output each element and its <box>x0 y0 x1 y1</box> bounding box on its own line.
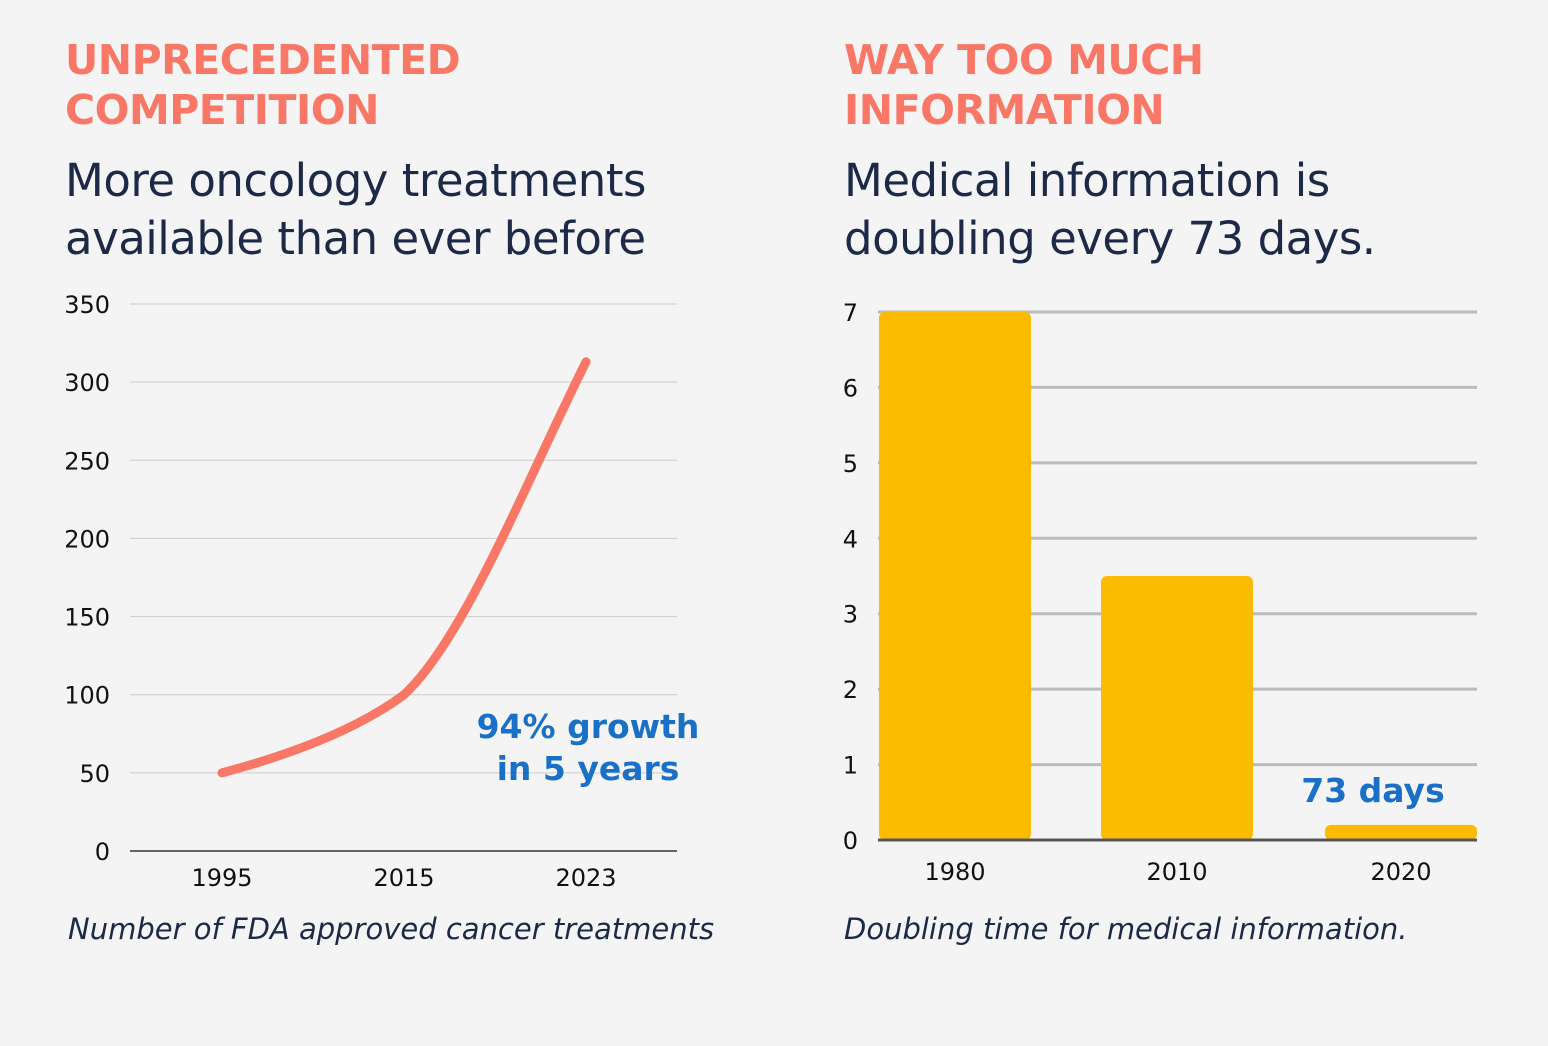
bar-chart: 0 1 2 3 4 5 6 7 1980 2010 2020 73 days <box>843 299 1477 886</box>
left-kicker: UNPRECEDENTED COMPETITION <box>65 35 461 135</box>
x-tick-label: 1980 <box>924 858 985 886</box>
left-headline-line-2: available than ever before <box>65 212 646 265</box>
right-kicker: WAY TOO MUCH INFORMATION <box>844 35 1204 135</box>
bar <box>1325 824 1477 840</box>
bar <box>1101 576 1253 840</box>
y-tick-label: 200 <box>64 525 110 553</box>
growth-annotation-line-1: 94% growth <box>477 707 700 746</box>
series-line <box>217 357 591 778</box>
left-caption: Number of FDA approved cancer treatments <box>68 912 715 946</box>
y-tick-label: 150 <box>64 604 110 632</box>
left-headline-line-1: More oncology treatments <box>65 154 646 207</box>
x-tick-label: 2010 <box>1146 858 1207 886</box>
left-panel: UNPRECEDENTED COMPETITION More oncology … <box>64 35 715 946</box>
left-kicker-line-2: COMPETITION <box>65 86 379 134</box>
y-tick-label: 4 <box>843 525 858 553</box>
y-tick-label: 350 <box>64 291 110 319</box>
x-tick-label: 2023 <box>555 864 616 892</box>
x-tick-label: 2020 <box>1370 858 1431 886</box>
y-tick-label: 0 <box>843 827 858 855</box>
y-tick-label: 1 <box>843 752 858 780</box>
y-tick-label: 250 <box>64 447 110 475</box>
right-panel: WAY TOO MUCH INFORMATION Medical informa… <box>774 0 1548 1046</box>
y-tick-label: 5 <box>843 450 858 478</box>
right-headline: Medical information is doubling every 73… <box>844 152 1376 268</box>
right-headline-line-1: Medical information is <box>844 154 1330 207</box>
line-chart: 0 50 100 150 200 250 300 350 1995 2015 2023 94% gro… <box>64 291 700 892</box>
y-tick-label: 300 <box>64 369 110 397</box>
y-tick-label: 100 <box>64 682 110 710</box>
right-caption: Doubling time for medical information. <box>844 912 1408 946</box>
bar <box>879 312 1031 840</box>
left-headline: More oncology treatments available than … <box>65 152 646 268</box>
y-tick-label: 6 <box>843 374 858 402</box>
y-tick-label: 2 <box>843 676 858 704</box>
y-tick-label: 7 <box>843 299 858 327</box>
growth-annotation-line-2: in 5 years <box>497 749 680 788</box>
y-tick-label: 3 <box>843 601 858 629</box>
days-annotation: 73 days <box>1301 771 1444 810</box>
y-tick-label: 0 <box>95 838 110 866</box>
x-tick-label: 2015 <box>373 864 434 892</box>
right-kicker-line-2: INFORMATION <box>844 86 1165 134</box>
right-headline-line-2: doubling every 73 days. <box>844 212 1376 265</box>
x-tick-label: 1995 <box>191 864 252 892</box>
right-kicker-line-1: WAY TOO MUCH <box>844 36 1204 84</box>
left-kicker-line-1: UNPRECEDENTED <box>65 36 461 84</box>
y-tick-label: 50 <box>79 760 110 788</box>
